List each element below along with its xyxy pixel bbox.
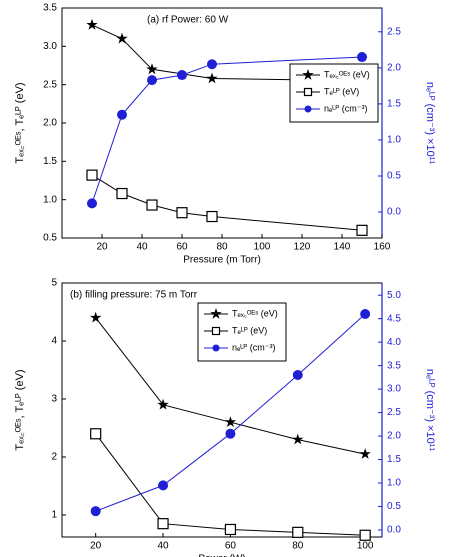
- y2-axis-label: nₑᴸᴾ (cm⁻³) ×10¹¹: [424, 82, 436, 165]
- data-point: [116, 32, 128, 44]
- annotation: (a) rf Power: 60 W: [147, 15, 229, 26]
- y2-tick-label: 4.5: [387, 313, 401, 324]
- y-tick-label: 3.5: [43, 3, 57, 14]
- data-point: [176, 207, 188, 219]
- legend-marker: [212, 344, 220, 352]
- data-point: [90, 506, 101, 517]
- legend-label: Tₑₓ꜀ᴼᴱˢ (eV): [232, 308, 278, 318]
- x-tick-label: 40: [157, 541, 169, 552]
- data-point: [146, 63, 158, 75]
- legend-label: Tₑᴸᴾ (eV): [324, 86, 359, 96]
- x-axis-label: Pressure (m Torr): [183, 255, 261, 266]
- y2-tick-label: 4.0: [387, 337, 401, 348]
- x-tick-label: 80: [216, 242, 228, 253]
- x-axis-label: Power (W): [198, 554, 245, 557]
- x-tick-label: 100: [254, 242, 271, 253]
- y2-axis-label: nₑᴸᴾ (cm⁻³) ×10¹¹: [424, 369, 436, 452]
- x-tick-label: 80: [292, 541, 304, 552]
- data-point: [116, 187, 128, 200]
- x-tick-label: 20: [90, 541, 102, 552]
- y-tick-label: 5: [51, 278, 57, 289]
- data-point: [86, 18, 98, 30]
- y-tick-label: 0.5: [43, 233, 57, 244]
- y-tick-label: 3.0: [43, 41, 57, 52]
- y-tick-label: 4: [51, 336, 57, 347]
- y-tick-label: 1.0: [43, 194, 57, 205]
- data-point: [207, 59, 217, 70]
- legend-marker: [303, 87, 313, 97]
- data-point: [292, 526, 304, 538]
- legend-marker: [211, 326, 221, 336]
- series-line: [91, 56, 363, 204]
- x-tick-label: 20: [96, 242, 108, 253]
- legend-label: Tₑₓ꜀ᴼᴱˢ (eV): [324, 69, 370, 79]
- data-point: [146, 199, 158, 211]
- x-tick-label: 100: [357, 541, 374, 552]
- legend-label: Tₑᴸᴾ (eV): [232, 325, 267, 335]
- data-point: [292, 433, 304, 445]
- series-line: [95, 433, 366, 536]
- x-tick-label: 60: [225, 541, 237, 552]
- data-point: [147, 75, 157, 86]
- data-point: [225, 428, 236, 439]
- y2-tick-label: 1.5: [387, 454, 401, 465]
- data-point: [90, 428, 102, 440]
- x-tick-label: 60: [176, 242, 188, 253]
- data-point: [157, 398, 169, 410]
- y2-tick-label: 2.5: [387, 407, 401, 418]
- y2-tick-label: 3.0: [387, 384, 401, 395]
- data-point: [157, 518, 169, 530]
- legend-label: nₑᴸᴾ (cm⁻³): [324, 103, 368, 113]
- data-point: [177, 70, 187, 81]
- y-tick-label: 1: [51, 510, 57, 521]
- y-tick-label: 1.5: [43, 156, 57, 167]
- legend-marker: [302, 69, 314, 80]
- data-point: [360, 308, 371, 319]
- data-point: [357, 52, 367, 63]
- y2-tick-label: 0.5: [387, 171, 401, 182]
- y-tick-label: 2.0: [43, 118, 57, 129]
- y2-tick-label: 1.0: [387, 478, 401, 489]
- y-tick-label: 2: [51, 452, 57, 463]
- legend-marker: [210, 308, 222, 319]
- y2-tick-label: 3.5: [387, 360, 401, 371]
- data-point: [206, 72, 218, 84]
- data-point: [356, 224, 368, 236]
- data-point: [158, 480, 169, 491]
- data-point: [206, 210, 218, 223]
- y2-tick-label: 0.0: [387, 525, 401, 536]
- annotation: (b) filling pressure: 75 m Torr: [70, 290, 198, 301]
- y2-tick-label: 2.0: [387, 431, 401, 442]
- legend-marker: [304, 105, 312, 113]
- y2-tick-label: 1.5: [387, 99, 401, 110]
- y2-tick-label: 5.0: [387, 290, 401, 301]
- y-tick-label: 3: [51, 394, 57, 405]
- legend-label: nₑᴸᴾ (cm⁻³): [232, 342, 276, 352]
- data-point: [292, 370, 303, 381]
- y-tick-label: 2.5: [43, 79, 57, 90]
- y-axis-label: Tₑₓ꜀ᴼᴱˢ, Tₑᴸᴾ (eV): [14, 82, 26, 163]
- y-axis-label: Tₑₓ꜀ᴼᴱˢ, Tₑᴸᴾ (eV): [14, 369, 26, 450]
- y2-tick-label: 1.0: [387, 135, 401, 146]
- data-point: [359, 448, 371, 459]
- x-tick-label: 160: [374, 242, 391, 253]
- y2-tick-label: 0.5: [387, 501, 401, 512]
- y2-tick-label: 2.5: [387, 26, 401, 37]
- x-tick-label: 140: [334, 242, 351, 253]
- y2-tick-label: 0.0: [387, 207, 401, 218]
- data-point: [87, 198, 97, 209]
- data-point: [86, 169, 98, 181]
- data-point: [224, 416, 237, 427]
- data-point: [90, 311, 102, 323]
- y2-tick-label: 2.0: [387, 62, 401, 73]
- data-point: [117, 109, 127, 120]
- x-tick-label: 120: [294, 242, 311, 253]
- series-line: [91, 174, 363, 231]
- data-point: [224, 523, 237, 536]
- plot-frame: [61, 7, 383, 239]
- x-tick-label: 40: [136, 242, 148, 253]
- data-point: [359, 529, 371, 541]
